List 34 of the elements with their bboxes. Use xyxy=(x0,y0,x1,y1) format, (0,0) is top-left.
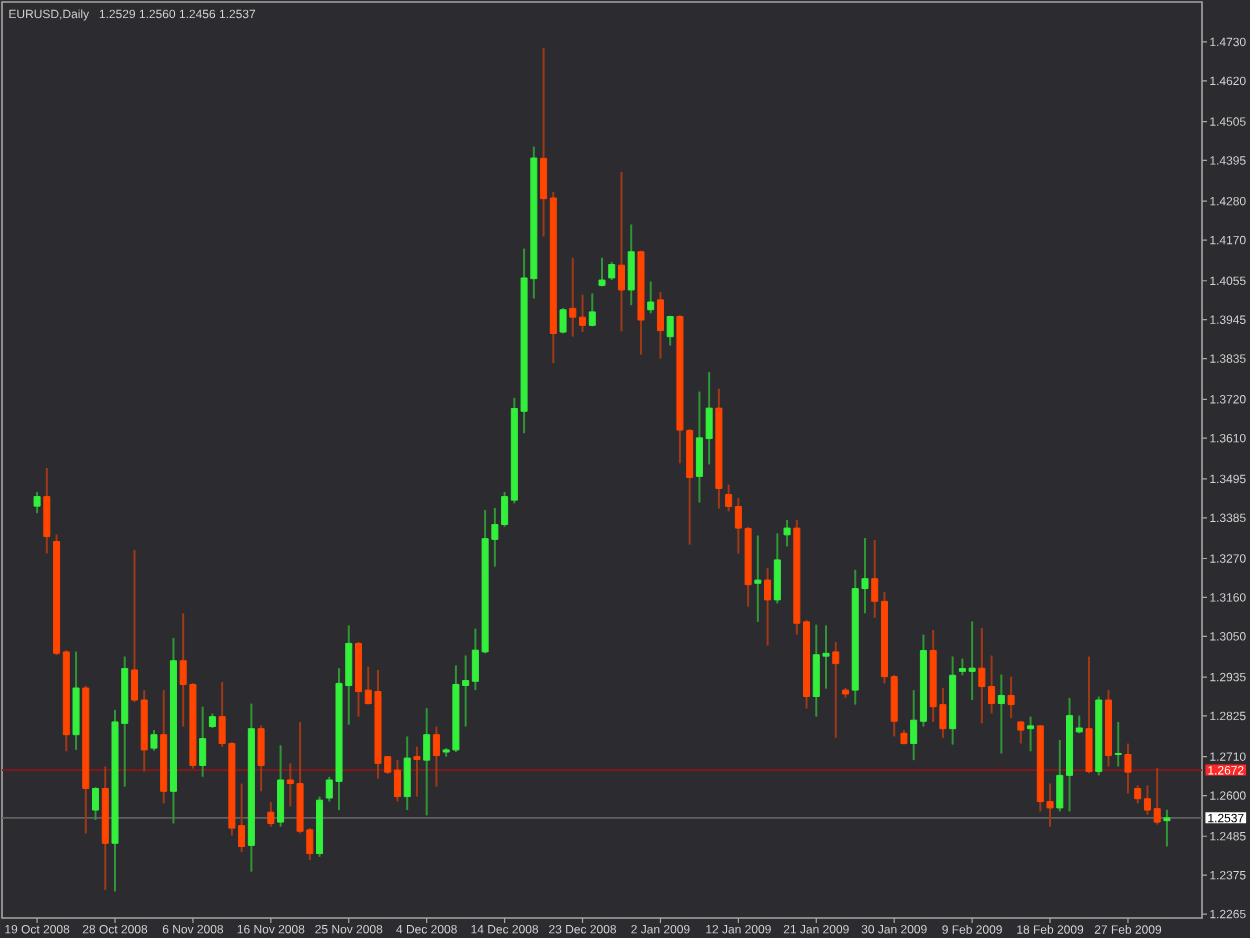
candlestick xyxy=(403,735,411,812)
candlestick xyxy=(588,292,596,328)
candlestick xyxy=(432,725,440,788)
candlestick xyxy=(997,673,1005,755)
candlestick xyxy=(647,280,655,315)
candlestick xyxy=(1163,808,1171,848)
candlestick xyxy=(666,314,674,347)
candlestick xyxy=(627,223,635,307)
candlestick xyxy=(1085,655,1093,775)
candlestick xyxy=(617,170,625,333)
candlestick xyxy=(1027,715,1035,753)
candlestick xyxy=(1007,675,1015,720)
candlestick xyxy=(559,307,567,335)
candlestick xyxy=(92,786,100,821)
candlestick xyxy=(1114,720,1122,768)
candlestick xyxy=(199,705,207,778)
candlestick xyxy=(1124,742,1132,795)
candlestick xyxy=(783,518,791,548)
candlestick xyxy=(267,800,275,828)
candlestick xyxy=(656,291,664,360)
candlestick xyxy=(257,724,265,793)
candlestick xyxy=(598,256,606,288)
candlestick xyxy=(33,490,41,515)
candlestick xyxy=(413,745,421,798)
candlestick xyxy=(150,729,158,752)
candlestick xyxy=(608,261,616,282)
candlestick xyxy=(277,744,285,828)
candlestick xyxy=(764,567,772,647)
candlestick xyxy=(43,466,51,555)
candlestick xyxy=(832,641,840,739)
candlestick xyxy=(72,650,80,751)
candlestick xyxy=(423,707,431,817)
candlestick xyxy=(773,532,781,605)
candlestick xyxy=(754,534,762,623)
